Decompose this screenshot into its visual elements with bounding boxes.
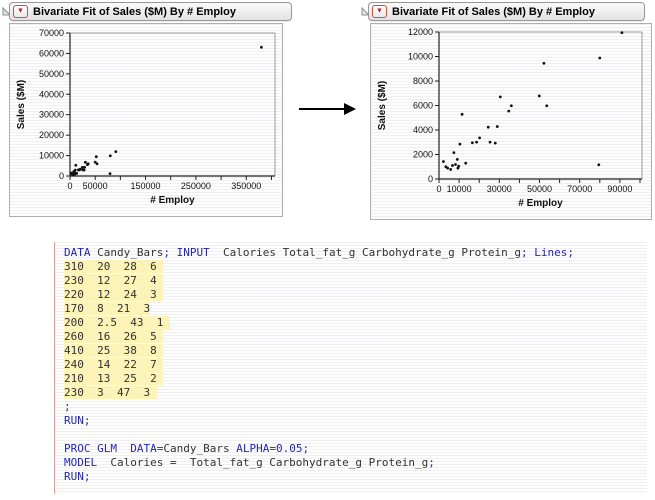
- svg-text:0: 0: [436, 184, 441, 194]
- code-line: 260 16 26 5: [64, 330, 164, 343]
- svg-text:2000: 2000: [413, 150, 433, 160]
- code-line: RUN;: [64, 414, 91, 427]
- panel-title: Bivariate Fit of Sales ($M) By # Employ: [33, 5, 236, 18]
- svg-text:12000: 12000: [408, 27, 433, 37]
- svg-text:Sales ($M): Sales ($M): [16, 80, 27, 129]
- svg-text:70000: 70000: [567, 184, 592, 194]
- code-line: 310 20 28 6: [64, 260, 164, 273]
- svg-text:10000: 10000: [408, 52, 433, 62]
- code-line: 410 25 38 8: [64, 344, 164, 357]
- panel-title: Bivariate Fit of Sales ($M) By # Employ: [392, 5, 595, 18]
- scatter-plot-right[interactable]: 0 10000 30000 50000 70000 90000 0 2000 4000 6000 8…: [371, 24, 651, 219]
- svg-text:10000: 10000: [39, 151, 64, 161]
- svg-text:# Employ: # Employ: [518, 198, 563, 209]
- svg-text:20000: 20000: [39, 130, 64, 140]
- svg-text:40000: 40000: [39, 89, 64, 99]
- svg-text:70000: 70000: [39, 28, 64, 38]
- code-editor[interactable]: DATA Candy_Bars; INPUT Calories Total_fa…: [64, 246, 644, 484]
- bivariate-plot-panel-right: 0 10000 30000 50000 70000 90000 0 2000 4000 6000 8…: [370, 23, 652, 220]
- code-line: 230 3 47 3: [64, 386, 157, 399]
- svg-text:8000: 8000: [413, 76, 433, 86]
- code-line: 230 12 27 4: [64, 274, 164, 287]
- svg-text:0: 0: [428, 174, 433, 184]
- svg-text:50000: 50000: [527, 184, 552, 194]
- svg-text:150000: 150000: [131, 181, 161, 191]
- svg-text:Sales ($M): Sales ($M): [377, 81, 388, 130]
- scatter-plot-left[interactable]: 0 50000 150000 250000 350000 0 10000 20000 30000…: [10, 24, 282, 216]
- code-line: [64, 428, 644, 442]
- svg-text:250000: 250000: [181, 181, 211, 191]
- code-line: PROC GLM DATA=Candy_Bars ALPHA=0.05;: [64, 442, 310, 455]
- svg-text:30000: 30000: [487, 184, 512, 194]
- svg-text:0: 0: [59, 171, 64, 181]
- panel-titlebar-right: ▼ Bivariate Fit of Sales ($M) By # Emplo…: [368, 2, 645, 21]
- svg-text:6000: 6000: [413, 101, 433, 111]
- svg-text:350000: 350000: [231, 181, 261, 191]
- code-line: MODEL Calories = Total_fat_g Carbohydrat…: [64, 456, 435, 469]
- code-line: RUN;: [64, 470, 91, 483]
- code-line: ;: [64, 400, 71, 413]
- code-line: 170 8 21 3: [64, 302, 151, 315]
- code-line: 210 13 25 2: [64, 372, 164, 385]
- code-line: 220 12 24 3: [64, 288, 164, 301]
- disclosure-triangle-icon[interactable]: [361, 7, 370, 16]
- code-line: 240 14 22 7: [64, 358, 164, 371]
- svg-text:50000: 50000: [83, 181, 108, 191]
- red-triangle-icon: ▼: [17, 7, 24, 15]
- code-line: DATA Candy_Bars; INPUT Calories Total_fa…: [64, 246, 574, 259]
- svg-text:60000: 60000: [39, 48, 64, 58]
- svg-text:50000: 50000: [39, 69, 64, 79]
- svg-text:10000: 10000: [447, 184, 472, 194]
- svg-text:# Employ: # Employ: [150, 195, 195, 206]
- panel-titlebar-left: ▼ Bivariate Fit of Sales ($M) By # Emplo…: [9, 2, 292, 21]
- svg-text:90000: 90000: [607, 184, 632, 194]
- bivariate-plot-panel-left: 0 50000 150000 250000 350000 0 10000 20000 30000…: [9, 23, 283, 217]
- code-line: 200 2.5 43 1: [64, 316, 170, 329]
- arrow-right-icon: [299, 103, 356, 115]
- red-triangle-icon: ▼: [376, 7, 383, 15]
- svg-text:4000: 4000: [413, 125, 433, 135]
- red-triangle-menu-button[interactable]: ▼: [13, 5, 28, 18]
- disclosure-triangle-icon[interactable]: [2, 7, 11, 16]
- red-triangle-menu-button[interactable]: ▼: [372, 5, 387, 18]
- svg-text:30000: 30000: [39, 110, 64, 120]
- svg-text:0: 0: [67, 181, 72, 191]
